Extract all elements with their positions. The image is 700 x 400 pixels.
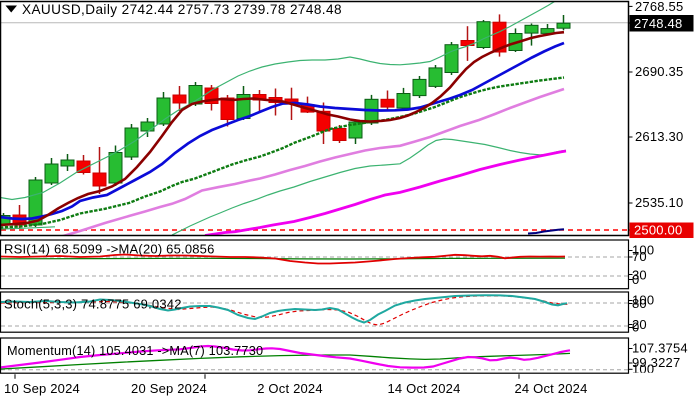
svg-text:2535.10: 2535.10 [635, 195, 683, 210]
svg-text:2613.30: 2613.30 [635, 129, 683, 144]
svg-text:2500.00: 2500.00 [634, 223, 682, 238]
svg-text:0: 0 [632, 320, 639, 335]
svg-text:XAUUSD,Daily 2742.44 2757.73: XAUUSD,Daily 2742.44 2757.73 2739.78 274… [22, 2, 342, 17]
svg-text:100: 100 [632, 243, 654, 258]
svg-text:99.3227: 99.3227 [632, 355, 680, 370]
svg-text:Stoch(5,3,3) 74.8775 69.0342: Stoch(5,3,3) 74.8775 69.0342 [4, 297, 182, 312]
svg-text:0: 0 [632, 272, 639, 287]
svg-text:2690.35: 2690.35 [635, 64, 683, 79]
svg-text:70: 70 [632, 249, 647, 264]
svg-text:14 Oct 2024: 14 Oct 2024 [387, 381, 460, 396]
svg-text:20: 20 [632, 317, 647, 332]
svg-text:24 Oct 2024: 24 Oct 2024 [514, 381, 587, 396]
svg-text:30: 30 [632, 268, 647, 283]
svg-text:20 Sep 2024: 20 Sep 2024 [131, 381, 207, 396]
svg-text:80: 80 [632, 296, 647, 311]
svg-text:107.3754: 107.3754 [632, 341, 688, 356]
svg-text:100: 100 [632, 362, 654, 377]
svg-text:2748.48: 2748.48 [634, 16, 682, 31]
svg-text:10 Sep 2024: 10 Sep 2024 [4, 381, 80, 396]
svg-text:Momentum(14) 105.4031 ->MA(7): Momentum(14) 105.4031 ->MA(7) 103.7730 [7, 344, 263, 358]
svg-text:2768.55: 2768.55 [635, 0, 683, 14]
svg-text:RSI(14) 68.5099 ->MA(20) 65.0: RSI(14) 68.5099 ->MA(20) 65.0856 [4, 242, 215, 257]
svg-text:100: 100 [632, 293, 654, 308]
svg-text:2 Oct 2024: 2 Oct 2024 [257, 381, 323, 396]
